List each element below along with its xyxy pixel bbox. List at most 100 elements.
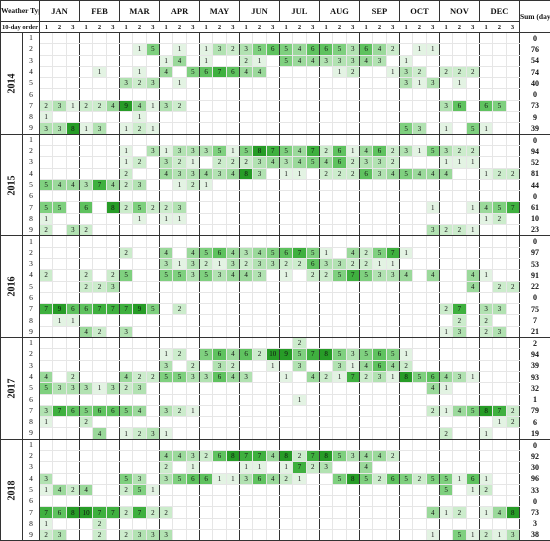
dekad-count-cell: 1 <box>200 44 213 55</box>
dekad-count-cell <box>93 473 106 484</box>
dekad-count-cell <box>93 33 106 44</box>
dekad-count-cell <box>506 112 519 123</box>
dekad-count-cell: 7 <box>493 405 506 416</box>
dekad-count-cell <box>119 338 132 349</box>
dekad-count-cell: 2 <box>119 179 132 190</box>
dekad-count-cell <box>80 44 93 55</box>
dekad-count-cell <box>173 89 186 100</box>
sum-days-cell: 39 <box>519 123 550 134</box>
dekad-count-cell <box>493 225 506 236</box>
dekad-count-cell <box>386 112 399 123</box>
dekad-count-cell: 2 <box>453 225 466 236</box>
dekad-count-cell <box>306 33 319 44</box>
dekad-count-cell <box>253 496 266 507</box>
dekad-count-cell: 2 <box>119 507 132 518</box>
dekad-count-cell <box>373 100 386 111</box>
dekad-count-cell <box>106 462 119 473</box>
sum-days-cell: 23 <box>519 225 550 236</box>
dekad-count-cell <box>106 439 119 450</box>
dekad-count-cell: 2 <box>173 405 186 416</box>
dekad-count-cell <box>373 202 386 213</box>
sum-days-cell: 76 <box>519 44 550 55</box>
dekad-count-cell: 1 <box>279 270 292 281</box>
dekad-count-cell <box>506 462 519 473</box>
dekad-count-cell <box>453 258 466 269</box>
dekad-count-cell <box>239 179 252 190</box>
dekad-count-cell <box>266 394 279 405</box>
dekad-count-cell: 3 <box>439 100 452 111</box>
dekad-count-cell <box>53 191 66 202</box>
dekad-count-cell <box>186 349 199 360</box>
dekad-count-cell: 2 <box>439 66 452 77</box>
dekad-count-cell <box>466 134 479 145</box>
dekad-count-cell <box>466 112 479 123</box>
dekad-count-cell <box>239 89 252 100</box>
dekad-count-cell <box>253 405 266 416</box>
dekad-count-cell <box>426 417 439 428</box>
dekad-count-cell <box>53 417 66 428</box>
dekad-count-cell <box>200 112 213 123</box>
dekad-count-cell <box>133 134 146 145</box>
dekad-count-cell: 1 <box>466 530 479 541</box>
dekad-count-cell <box>53 473 66 484</box>
dekad-count-cell: 1 <box>439 507 452 518</box>
dekad-count-cell <box>160 315 173 326</box>
dekad-count-cell <box>293 530 306 541</box>
dekad-count-cell <box>426 428 439 439</box>
dekad-count-cell: 6 <box>106 405 119 416</box>
dekad-count-cell: 7 <box>306 145 319 156</box>
dekad-count-cell <box>306 507 319 518</box>
dekad-count-cell: 5 <box>213 145 226 156</box>
dekad-count-cell <box>119 213 132 224</box>
dekad-count-cell: 2 <box>479 530 492 541</box>
dekad-count-cell <box>413 349 426 360</box>
dekad-count-cell <box>359 439 372 450</box>
dekad-count-cell <box>506 78 519 89</box>
dekad-count-cell <box>146 281 159 292</box>
dekad-header: 1 <box>200 22 213 33</box>
dekad-count-cell <box>66 55 79 66</box>
dekad-count-cell <box>373 292 386 303</box>
dekad-count-cell <box>226 484 239 495</box>
dekad-count-cell <box>40 78 53 89</box>
weather-type-index: 2 <box>23 450 40 461</box>
dekad-count-cell <box>200 89 213 100</box>
dekad-count-cell <box>306 134 319 145</box>
dekad-count-cell: 2 <box>80 417 93 428</box>
dekad-count-cell <box>80 191 93 202</box>
weather-type-index: 2 <box>23 145 40 156</box>
dekad-count-cell <box>426 450 439 461</box>
dekad-count-cell: 2 <box>359 258 372 269</box>
dekad-count-cell <box>506 66 519 77</box>
dekad-count-cell <box>293 304 306 315</box>
dekad-count-cell: 1 <box>439 123 452 134</box>
dekad-count-cell <box>293 33 306 44</box>
dekad-count-cell <box>493 157 506 168</box>
dekad-count-cell <box>319 304 332 315</box>
dekad-count-cell: 2 <box>479 315 492 326</box>
dekad-count-cell <box>439 179 452 190</box>
dekad-header: 2 <box>53 22 66 33</box>
dekad-count-cell <box>346 428 359 439</box>
dekad-count-cell <box>119 55 132 66</box>
dekad-count-cell <box>106 66 119 77</box>
dekad-count-cell <box>266 405 279 416</box>
dekad-count-cell <box>293 66 306 77</box>
dekad-count-cell: 1 <box>173 78 186 89</box>
dekad-count-cell: 3 <box>146 78 159 89</box>
dekad-count-cell: 3 <box>186 371 199 382</box>
dekad-count-cell: 3 <box>213 44 226 55</box>
dekad-count-cell: 2 <box>386 450 399 461</box>
dekad-count-cell <box>319 236 332 247</box>
dekad-count-cell <box>80 473 93 484</box>
dekad-count-cell: 2 <box>160 462 173 473</box>
dekad-count-cell <box>93 78 106 89</box>
dekad-count-cell <box>386 496 399 507</box>
dekad-count-cell <box>66 450 79 461</box>
dekad-count-cell <box>173 394 186 405</box>
